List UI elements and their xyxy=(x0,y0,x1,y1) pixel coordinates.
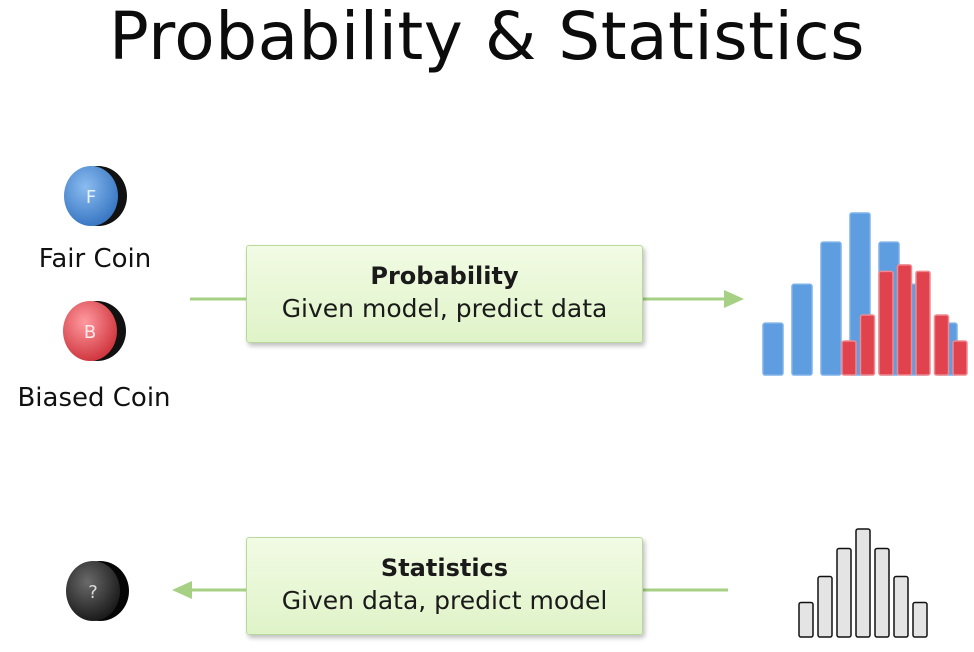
red-bar-2 xyxy=(859,314,876,376)
biased-coin-icon: B xyxy=(63,301,126,361)
gray-bar-5 xyxy=(874,547,890,638)
red-bar-5 xyxy=(915,270,931,376)
gray-bar-6 xyxy=(893,575,909,638)
red-bar-1 xyxy=(841,340,857,376)
blue-bar-1 xyxy=(762,322,784,376)
statistics-description: Given data, predict model xyxy=(281,586,608,615)
biased-coin-label: Biased Coin xyxy=(17,383,171,413)
gray-bar-4 xyxy=(855,528,871,638)
gray-bar-7 xyxy=(912,601,928,638)
page-title: Probability & Statistics xyxy=(108,0,865,75)
biased-coin-letter: B xyxy=(84,322,96,343)
probability-description: Given model, predict data xyxy=(281,294,608,323)
red-bar-4 xyxy=(896,264,913,376)
unknown-coin-icon: ? xyxy=(66,561,129,621)
statistics-heading: Statistics xyxy=(380,554,509,582)
fair-coin-letter: F xyxy=(86,187,96,208)
red-bar-7 xyxy=(952,340,968,376)
probability-box: Probability Given model, predict data xyxy=(246,245,643,343)
observed-data-histogram xyxy=(798,528,928,638)
biased-coin-histogram xyxy=(841,264,968,376)
gray-bar-2 xyxy=(817,575,833,638)
red-bar-6 xyxy=(933,314,950,376)
blue-bar-2 xyxy=(791,283,813,376)
gray-bar-3 xyxy=(836,547,852,638)
fair-coin-label: Fair Coin xyxy=(38,244,152,274)
blue-bar-3 xyxy=(820,241,842,376)
unknown-coin-letter: ? xyxy=(88,582,98,603)
fair-coin-icon: F xyxy=(64,166,127,226)
probability-heading: Probability xyxy=(370,262,519,290)
gray-bar-1 xyxy=(798,601,814,638)
statistics-box: Statistics Given data, predict model xyxy=(246,537,643,635)
red-bar-3 xyxy=(878,270,894,376)
